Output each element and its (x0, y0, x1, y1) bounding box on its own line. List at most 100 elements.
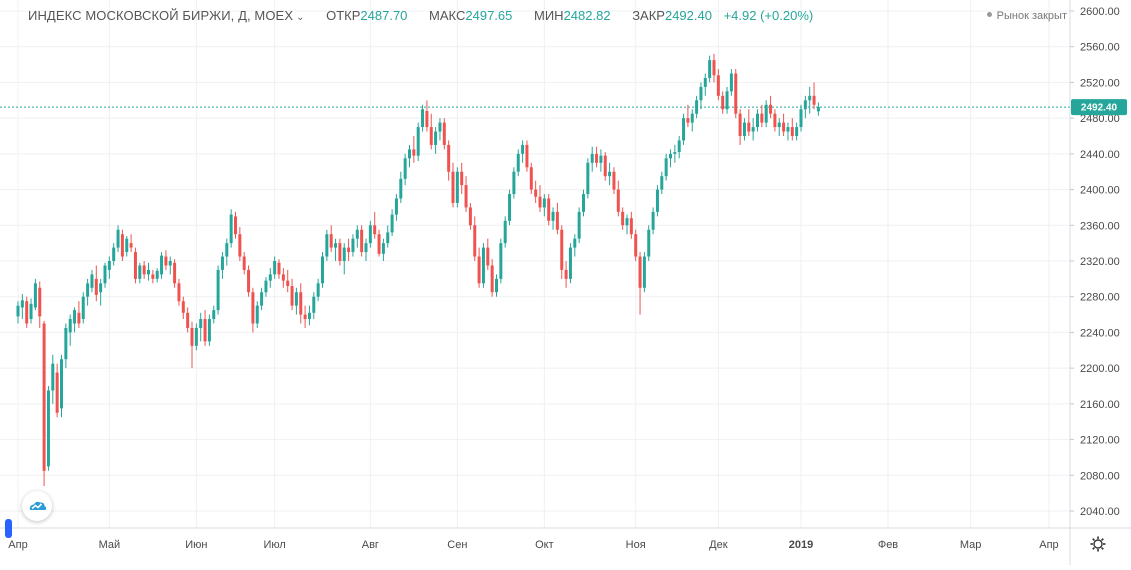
candle (168, 256, 172, 275)
candle (86, 278, 90, 306)
candle-body (216, 269, 220, 311)
candle (655, 185, 659, 217)
candle (477, 247, 481, 288)
y-tick-label: 2280.00 (1080, 292, 1120, 304)
candle (355, 225, 359, 248)
candle-body (120, 234, 124, 257)
candle-body (486, 247, 490, 266)
candle-body (490, 265, 494, 293)
low-label: МИН (534, 8, 564, 23)
candle-body (555, 211, 559, 230)
candle (447, 140, 451, 181)
candle-body (64, 327, 68, 360)
candle (290, 278, 294, 311)
candle (342, 243, 346, 275)
candle-body (238, 234, 242, 257)
candle (716, 69, 720, 101)
candle-body (534, 189, 538, 197)
candle (112, 243, 116, 266)
candle (660, 171, 664, 195)
candle (99, 278, 103, 306)
candle (155, 268, 159, 283)
candle-body (451, 171, 455, 203)
candle-body (503, 220, 507, 244)
candle-body (164, 256, 168, 266)
candle-body (229, 214, 233, 244)
candle-body (425, 111, 429, 128)
candle-body (99, 283, 103, 293)
candle-body (303, 314, 307, 320)
candle (390, 209, 394, 236)
candle (55, 363, 59, 418)
gear-glyph (1090, 536, 1106, 552)
candle-body (273, 261, 277, 275)
candle (251, 287, 255, 333)
candle (712, 53, 716, 83)
candle-body (738, 113, 742, 136)
candle-body (695, 100, 699, 114)
candle-body (673, 152, 677, 154)
candle (307, 305, 311, 326)
candle (207, 314, 211, 346)
time-axis[interactable]: Апр Май Июн Июл Авг Сен Окт Ноя Дек 2019 Фев Мар Апр (8, 539, 1058, 551)
candle (264, 277, 268, 297)
symbol-title[interactable]: ИНДЕКС МОСКОВСКОЙ БИРЖИ, Д, MOEX (28, 8, 294, 23)
candle (468, 202, 472, 230)
candle (377, 229, 381, 257)
cloud-logo-icon[interactable] (22, 491, 52, 521)
candle-body (625, 218, 629, 226)
candle-body (638, 256, 642, 288)
candle (438, 118, 442, 141)
candle (612, 167, 616, 195)
candle-body (199, 319, 203, 328)
candle (107, 256, 111, 279)
candle-body (151, 274, 155, 279)
candle-body (38, 287, 42, 317)
candle-body (390, 214, 394, 233)
candle-body (669, 153, 672, 159)
candle (608, 162, 612, 186)
candle (564, 261, 568, 288)
candle (29, 298, 33, 324)
x-tick-label: Мар (960, 539, 982, 551)
candle-body (173, 262, 177, 284)
market-status-label: Рынок закрыт (996, 10, 1067, 22)
candle-body (364, 243, 368, 253)
candle (160, 252, 164, 279)
candle-body (277, 262, 281, 275)
gear-icon[interactable] (1089, 535, 1107, 553)
price-axis[interactable]: 2040.00 2080.00 2120.00 2160.00 2200.00 2240.… (1070, 6, 1120, 518)
candle-body (347, 247, 351, 253)
candle-body (368, 225, 372, 244)
candle (373, 211, 377, 239)
candle (747, 109, 751, 136)
status-dot-icon (986, 12, 992, 17)
candle-body (325, 234, 329, 257)
candle (412, 136, 416, 163)
candle (503, 216, 507, 248)
x-tick-label: Июн (185, 539, 207, 551)
candle (760, 104, 764, 128)
candle (203, 310, 207, 346)
candle-body (33, 283, 37, 308)
candle-body (403, 158, 407, 179)
candle (725, 86, 729, 114)
chevron-down-icon[interactable]: ⌄ (296, 12, 305, 23)
candle (347, 238, 351, 261)
candle (555, 202, 559, 235)
candle-body (542, 198, 546, 208)
candle (708, 55, 712, 83)
candle (516, 149, 520, 177)
candle-body (281, 274, 285, 281)
candle (42, 320, 46, 486)
time-scroll-handle[interactable] (5, 519, 12, 538)
candle (116, 225, 120, 253)
candle-body (464, 185, 468, 208)
y-tick-label: 2120.00 (1080, 435, 1120, 447)
candle (577, 207, 581, 244)
candle (756, 109, 759, 132)
candle (808, 86, 812, 114)
candle-body (394, 198, 398, 215)
